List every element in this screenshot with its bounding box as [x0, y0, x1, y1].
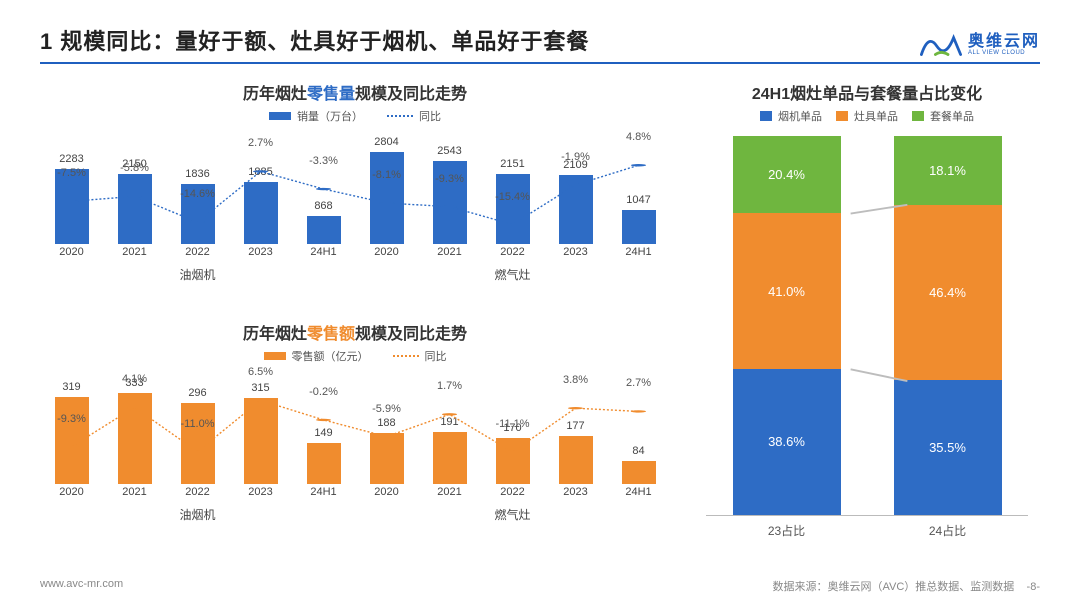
legend-item: 灶具单品: [836, 108, 898, 124]
bar-cell: 149: [292, 386, 355, 484]
stack-seg-blue: 35.5%: [894, 380, 1002, 515]
stacked-bar: 35.5%46.4%18.1%: [894, 136, 1002, 515]
bar-cell: 2283: [40, 146, 103, 244]
brand-logo: 奥维云网 ALL VIEW CLOUD: [920, 32, 1040, 56]
footer-page: -8-: [1027, 581, 1040, 593]
footer-source: 数据来源：奥维云网（AVC）推总数据、监测数据: [773, 581, 1015, 593]
legend-item: 烟机单品: [760, 108, 822, 124]
bar-cell: 1047: [607, 146, 670, 244]
bar-cell: 296: [166, 386, 229, 484]
stack-seg-orange: 41.0%: [733, 213, 841, 368]
bar-cell: 319: [40, 386, 103, 484]
chart1-title: 历年烟灶零售量规模及同比走势: [40, 80, 670, 104]
legend-item: 套餐单品: [912, 108, 974, 124]
stack-seg-orange: 46.4%: [894, 205, 1002, 381]
stacked-bar: 38.6%41.0%20.4%: [733, 136, 841, 515]
stack-seg-green: 18.1%: [894, 136, 1002, 205]
bar-cell: 84: [607, 386, 670, 484]
chart2-legend: 零售额（亿元） 同比: [40, 348, 670, 364]
chart2-title: 历年烟灶零售额规模及同比走势: [40, 320, 670, 344]
logo-text-cn: 奥维云网: [968, 34, 1040, 50]
chart-stacked-share: 38.6%41.0%20.4%35.5%46.4%18.1%23占比24占比: [694, 130, 1040, 570]
bar-cell: 188: [355, 386, 418, 484]
bar-cell: 177: [544, 386, 607, 484]
bar-cell: 191: [418, 386, 481, 484]
bar-cell: 2150: [103, 146, 166, 244]
chart3-legend: 烟机单品灶具单品套餐单品: [694, 108, 1040, 124]
footer-url: www.avc-mr.com: [40, 578, 123, 594]
stack-seg-green: 20.4%: [733, 136, 841, 213]
chart1-legend: 销量（万台） 同比: [40, 108, 670, 124]
bar-cell: 170: [481, 386, 544, 484]
bar-cell: 1885: [229, 146, 292, 244]
page-title: 1 规模同比：量好于额、灶具好于烟机、单品好于套餐: [40, 24, 589, 56]
chart3-title: 24H1烟灶单品与套餐量占比变化: [694, 80, 1040, 104]
bar-cell: 2543: [418, 146, 481, 244]
bar-cell: 2804: [355, 146, 418, 244]
chart-sales-revenue: 历年烟灶零售额规模及同比走势 零售额（亿元） 同比 31933329631514…: [40, 320, 670, 546]
logo-icon: [920, 32, 962, 56]
bar-cell: 333: [103, 386, 166, 484]
stack-seg-blue: 38.6%: [733, 369, 841, 515]
chart-sales-volume: 历年烟灶零售量规模及同比走势 销量（万台） 同比 228321501836188…: [40, 80, 670, 306]
logo-text-en: ALL VIEW CLOUD: [968, 50, 1040, 56]
bar-cell: 315: [229, 386, 292, 484]
